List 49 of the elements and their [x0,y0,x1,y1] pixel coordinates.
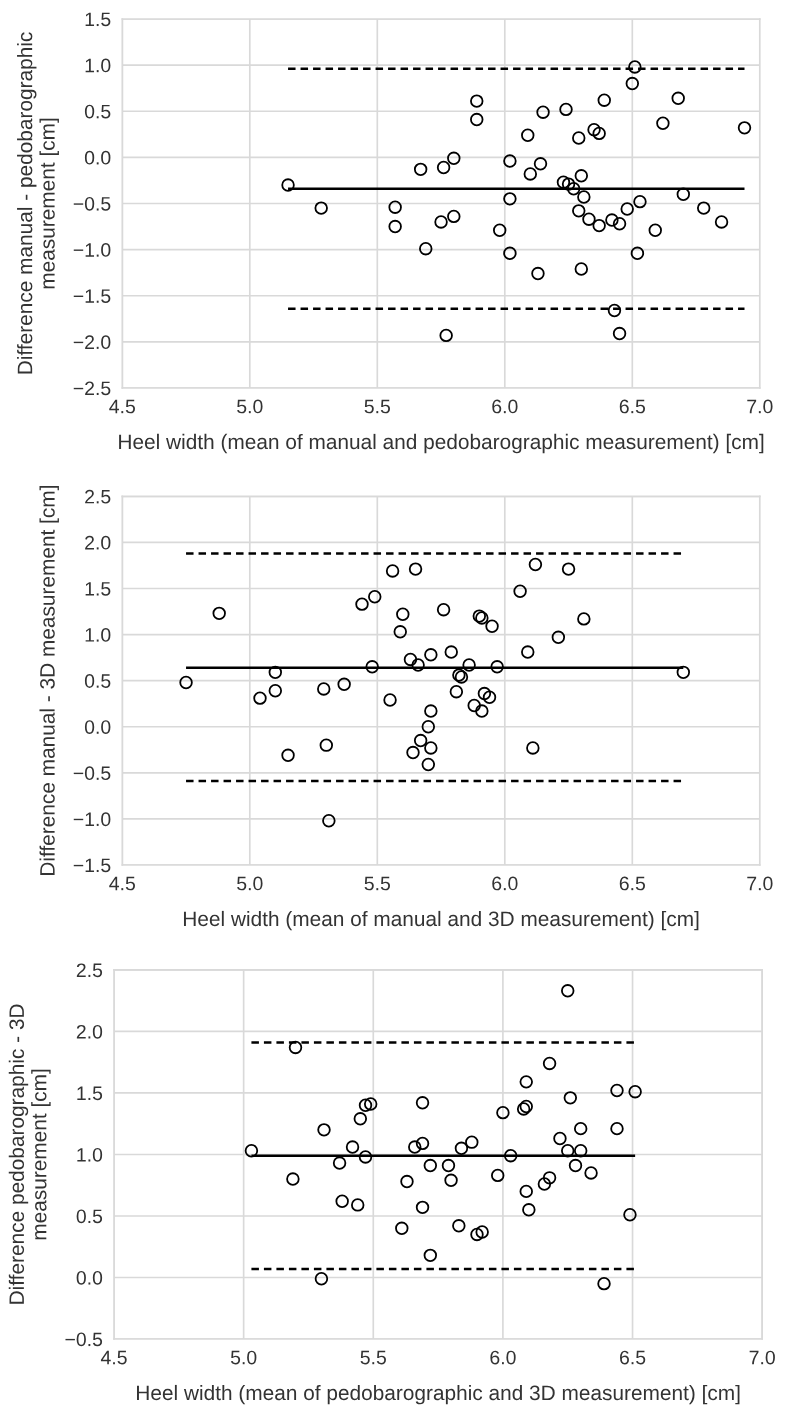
x-tick-label: 5.0 [230,1350,257,1365]
x-axis-title: Heel width (mean of manual and 3D measurement) [cm] [183,910,699,931]
y-tick-label: 0.0 [84,720,111,734]
y-tick-label: 1.5 [85,582,111,596]
y-tick-label: 1.0 [85,58,111,73]
y-axis-title: Difference manual - 3D measurement [cm] [39,486,59,875]
x-axis-title: Heel width (mean of pedobarographic and 3D measurement) [cm] [137,1384,740,1405]
x-tick-label: 5.0 [237,399,263,414]
y-tick-label: −0.5 [65,1332,103,1347]
y-tick-label: 1.0 [85,628,111,642]
x-tick-label: 5.0 [237,876,263,891]
y-axis-title: Difference manual - pedobarographic measurement [cm] [17,32,59,374]
y-tick-label: 0.5 [76,1209,103,1224]
x-tick-label: 6.5 [619,399,646,414]
y-tick-label: 2.0 [76,1024,103,1039]
x-axis-title: Heel width (mean of manual and pedobarographic measurement) [cm] [119,433,764,454]
x-tick-label: 7.0 [747,399,773,414]
x-tick-label: 6.0 [492,876,518,891]
y-tick-label: −2.0 [73,335,111,350]
x-tick-label: 5.5 [364,876,390,891]
y-tick-label: 1.5 [77,1086,103,1101]
y-tick-label: 2.5 [76,963,103,978]
x-tick-label: 6.0 [492,399,518,414]
y-tick-label: 2.5 [85,489,111,504]
y-tick-label: −2.5 [73,381,111,396]
x-tick-label: 6.5 [620,1350,646,1365]
y-tick-label: 2.0 [85,535,111,550]
x-tick-label: 4.5 [100,1350,127,1365]
y-axis-title: Difference pedobarographic - 3D measurement [cm] [8,1004,51,1304]
x-tick-label: 6.5 [619,876,646,891]
y-tick-label: 1.0 [77,1147,103,1162]
x-tick-label: 7.0 [747,876,773,891]
y-tick-label: −1.0 [73,243,111,257]
x-tick-label: 5.5 [360,1350,386,1365]
x-tick-label: 7.0 [749,1350,775,1365]
y-tick-label: −1.5 [73,858,111,873]
y-tick-label: 0.5 [84,104,111,119]
y-tick-label: 0.5 [84,674,111,688]
y-tick-label: −1.0 [73,812,111,827]
x-tick-label: 4.5 [109,876,135,891]
y-tick-label: −0.5 [73,766,111,781]
y-tick-label: −1.5 [73,289,111,303]
x-tick-label: 5.5 [364,399,390,414]
y-tick-label: 0.0 [84,150,111,165]
y-tick-label: 1.5 [85,12,111,27]
x-tick-label: 6.0 [490,1350,516,1365]
x-tick-label: 4.5 [109,399,135,414]
y-tick-label: 0.0 [76,1270,103,1285]
y-tick-label: −0.5 [73,196,111,211]
